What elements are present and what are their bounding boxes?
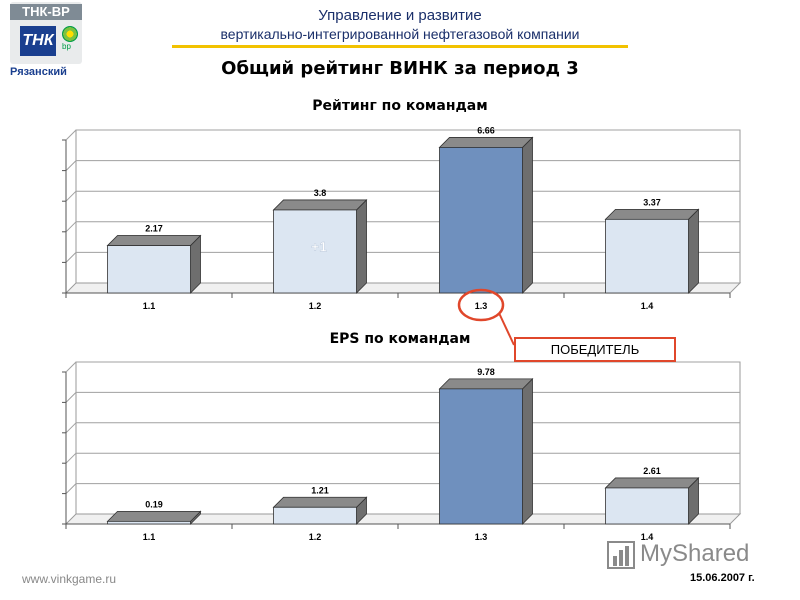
bar-1.3 [439,147,523,294]
bar-top-1.3 [438,378,534,390]
logo-region-label: Рязанский [10,66,67,78]
gridline-side [65,452,77,464]
header-line-2: вертикально-интегрированной нефтегазовой… [220,26,580,42]
category-label-1.4: 1.4 [641,532,654,542]
value-label-1.4: 3.37 [643,197,661,207]
value-label-1.3: 9.78 [477,367,495,377]
category-label-1.3: 1.3 [475,532,488,542]
category-label-1.1: 1.1 [143,301,156,311]
value-label-1.1: 0.19 [145,499,163,509]
gridline-side [65,221,77,233]
category-label-1.4: 1.4 [641,301,654,311]
category-label-1.2: 1.2 [309,301,322,311]
winner-callout: ПОБЕДИТЕЛЬ [514,337,676,362]
gridline-side [65,252,77,263]
gridline-side [65,392,77,403]
gridline-side [65,483,77,494]
value-label-1.2: 1.21 [311,485,329,495]
category-label-1.1: 1.1 [143,532,156,542]
logo-bp-text: bp [62,42,71,51]
bar-1.1 [107,520,191,525]
gridline-side [65,361,77,373]
category-label-1.3: 1.3 [475,301,488,311]
header-underline [172,45,628,48]
footer-url: www.vinkgame.ru [22,572,117,586]
bar-side-1.3 [522,377,533,525]
header-line-1: Управление и развитие [318,7,482,24]
bar-top-1.4 [604,477,700,489]
bp-helios-icon [62,26,78,42]
bar-top-1.2 [272,496,368,508]
gridline-side [65,422,77,434]
bar-1.4 [605,218,689,294]
winner-circle [457,288,505,322]
value-label-1.3: 6.66 [477,125,495,135]
bar-1.2 [273,506,357,525]
gridline-side [65,160,77,171]
bar-top-1.1 [106,510,202,522]
watermark-chart-icon [607,541,635,569]
value-label-1.2: 3.8 [314,188,327,198]
gridline-side [65,129,77,141]
logo-brand-text: ТНК-ВР [10,4,82,20]
footer-date: 15.06.2007 г. [690,572,755,584]
watermark-text: MyShared [640,540,750,567]
bar-1.4 [605,487,689,525]
bar-1.3 [439,388,523,525]
company-logo: ТНК-ВР ТНК bp [10,2,82,64]
bar-1.2 [273,209,357,294]
value-label-1.1: 2.17 [145,224,163,234]
bar-1.1 [107,245,191,294]
bar-annotation: +1 [311,238,327,254]
chart-2-title: EPS по командам [329,331,471,347]
value-label-1.4: 2.61 [643,466,661,476]
gridline-side [65,190,77,202]
category-label-1.2: 1.2 [309,532,322,542]
logo-tile: ТНК [20,26,56,56]
callout-connector [498,312,515,346]
page-title: Общий рейтинг ВИНК за период 3 [221,58,579,79]
chart-1-title: Рейтинг по командам [312,98,488,114]
